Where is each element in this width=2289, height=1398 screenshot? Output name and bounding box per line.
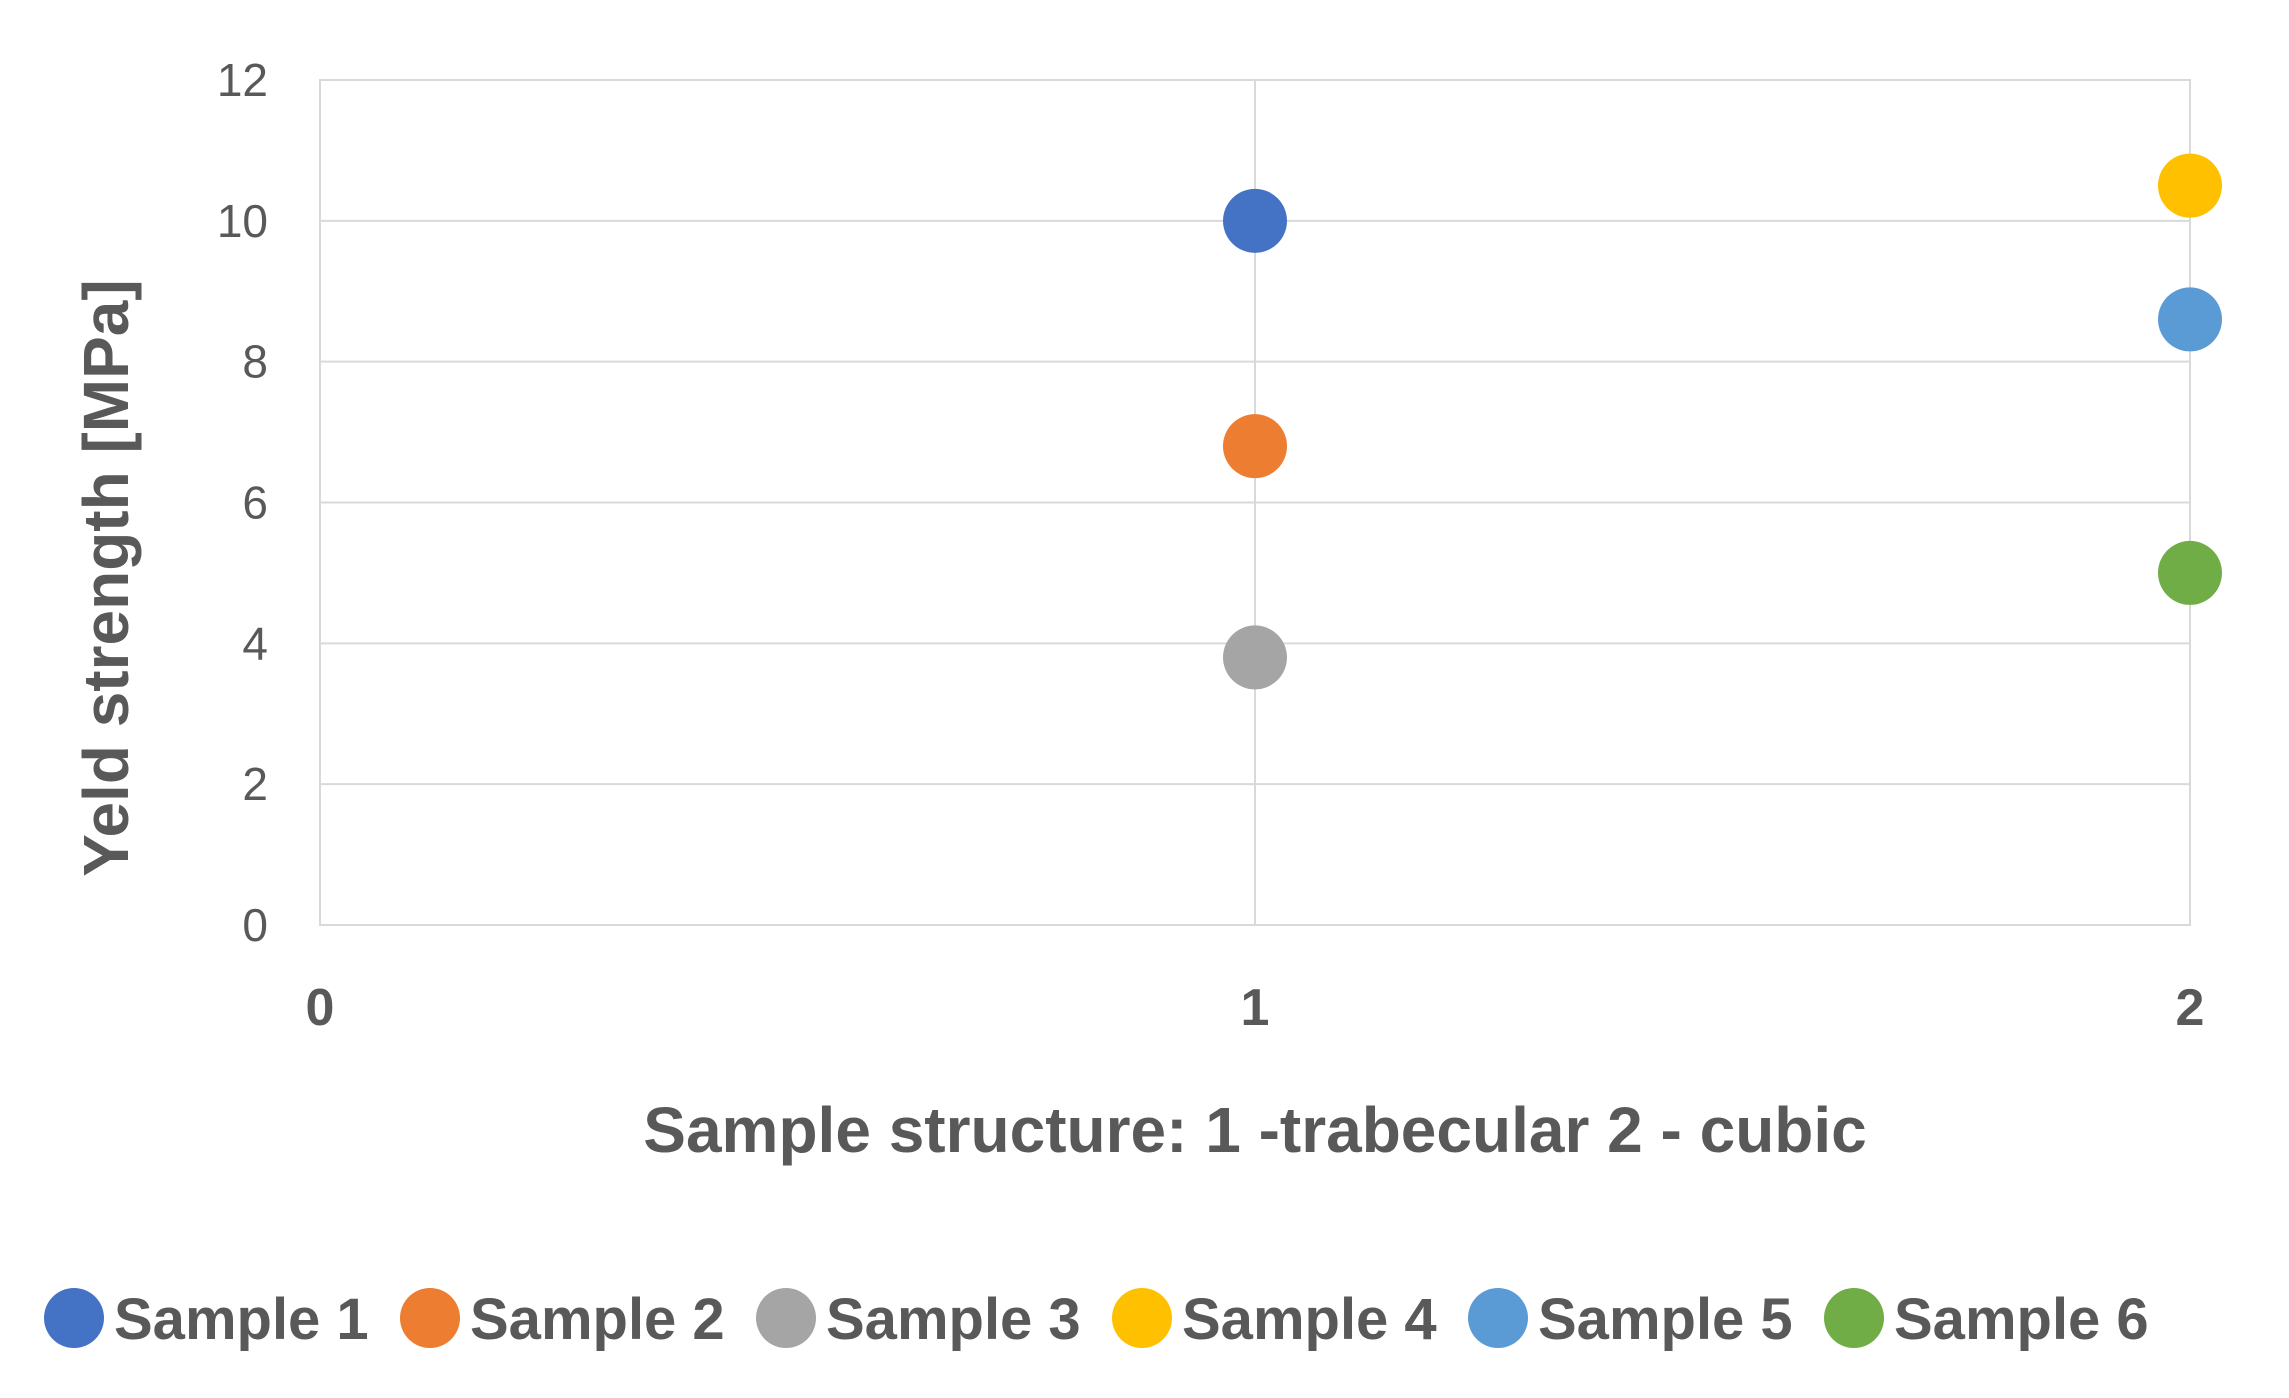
legend-marker [1824, 1288, 1884, 1348]
y-tick-label: 10 [217, 195, 268, 247]
legend-label: Sample 5 [1538, 1287, 1793, 1352]
data-points [1223, 153, 2222, 690]
legend-marker [756, 1288, 816, 1348]
y-tick-label: 2 [242, 758, 268, 810]
y-tick-label: 6 [242, 477, 268, 529]
data-point [2158, 287, 2222, 352]
x-tick-labels: 0 1 2 [306, 979, 2205, 1037]
data-point [1223, 625, 1287, 690]
y-tick-label: 4 [242, 617, 268, 669]
legend-marker [1468, 1288, 1528, 1348]
legend-marker [44, 1288, 104, 1348]
data-point [1223, 188, 1287, 253]
data-point [1223, 414, 1287, 479]
y-tick-label: 8 [242, 336, 268, 388]
x-tick-label: 0 [306, 979, 335, 1037]
data-point [2158, 540, 2222, 605]
legend-label: Sample 3 [826, 1287, 1081, 1352]
legend-label: Sample 4 [1182, 1287, 1437, 1352]
x-tick-label: 1 [1241, 979, 1270, 1037]
legend: Sample 1 Sample 2 Sample 3 Sample 4 Sample 5… [44, 1287, 2149, 1352]
legend-marker [1112, 1288, 1172, 1348]
y-axis-title: Yeld strength [MPa] [70, 279, 142, 876]
x-axis-title: Sample structure: 1 -trabecular 2 - cubi… [643, 1094, 1867, 1166]
x-tick-label: 2 [2176, 979, 2205, 1037]
legend-marker [400, 1288, 460, 1348]
legend-label: Sample 1 [114, 1287, 369, 1352]
data-point [2158, 153, 2222, 218]
legend-label: Sample 6 [1894, 1287, 2149, 1352]
legend-label: Sample 2 [470, 1287, 725, 1352]
y-tick-labels: 0 2 4 6 8 10 12 [217, 54, 268, 951]
y-tick-label: 12 [217, 54, 268, 106]
y-tick-label: 0 [242, 899, 268, 951]
